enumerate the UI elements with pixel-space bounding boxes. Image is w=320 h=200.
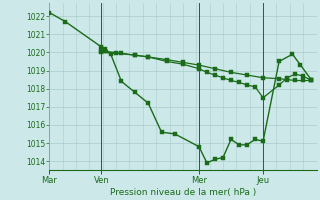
X-axis label: Pression niveau de la mer( hPa ): Pression niveau de la mer( hPa ) [110,188,256,197]
